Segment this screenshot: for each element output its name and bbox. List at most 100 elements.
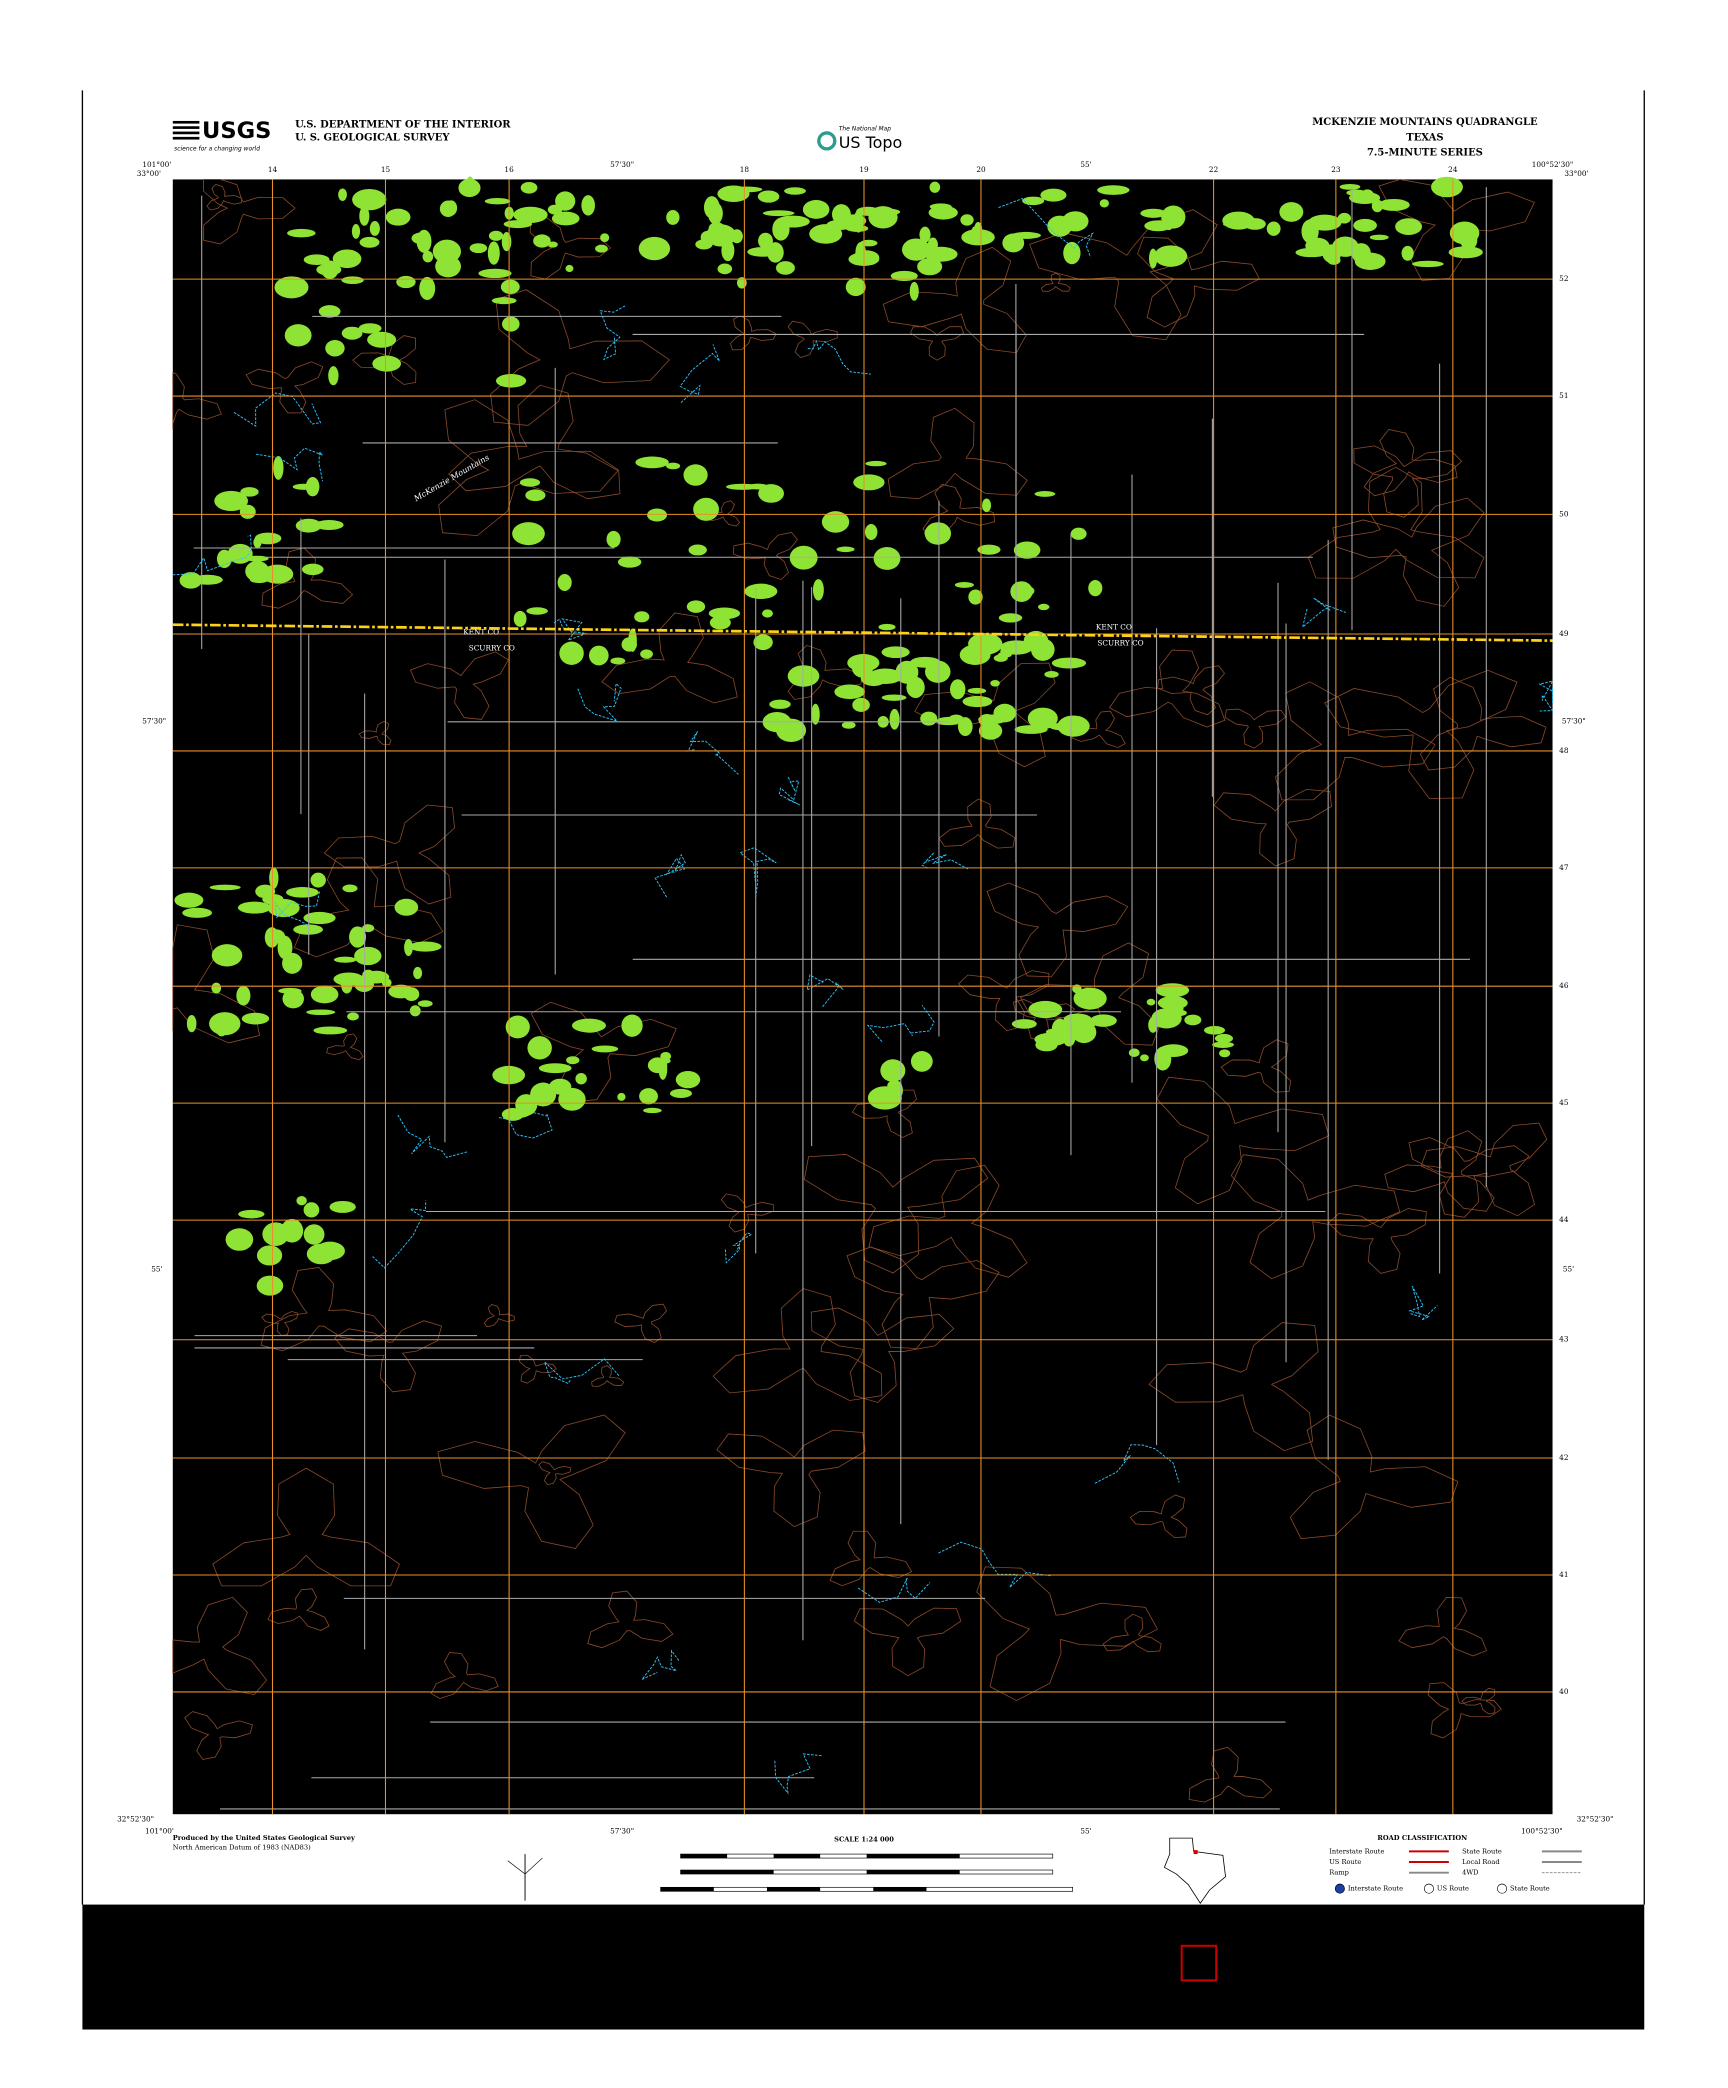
woodland [762,609,773,618]
woodland [413,966,423,980]
woodland [617,556,642,568]
woodland [853,474,885,491]
woodland [982,498,992,513]
woodland [214,490,249,512]
woodland [1011,231,1041,239]
woodland [1044,671,1059,678]
map-label: KENT CO [463,628,499,637]
woodland [757,190,780,203]
shield-label: Interstate Route [1348,1885,1403,1893]
woodland [273,456,284,480]
woodland [501,232,512,252]
woodland [411,232,431,245]
contour [430,1652,499,1700]
woodland [1377,198,1410,211]
woodland [278,987,302,994]
contour [530,1001,677,1103]
woodland [1337,212,1352,224]
shield [1334,1883,1345,1894]
datum: North American Datum of 1983 (NAD83) [173,1843,311,1851]
woodland [548,1078,572,1095]
woodland [978,721,1003,740]
county-line [172,623,1553,642]
coordinate: 101°00' [145,1826,174,1835]
scale-title: SCALE 1:24 000 [834,1835,894,1843]
woodland [967,687,987,694]
woodland [1412,260,1444,268]
woodland [961,229,995,246]
woodland [954,582,974,588]
woodland [853,210,864,233]
contour [1427,1682,1502,1739]
woodland [466,176,475,196]
woodland [1146,998,1156,1006]
contour [323,804,456,905]
woodland [211,944,243,967]
contour [438,399,619,537]
woodland [1154,1046,1172,1071]
woodland [628,628,637,652]
stream [552,618,587,642]
woodland [581,195,595,216]
north-arrow [507,1854,543,1901]
woodland [310,872,326,888]
coordinate: 32°52'30" [117,1815,154,1824]
woodland [354,946,382,966]
woodland [978,714,1007,725]
woodland [333,956,357,963]
woodland [484,198,511,205]
grid-label: 48 [1559,746,1569,755]
woodland [762,210,795,217]
woodland [253,536,262,548]
woodland [1353,218,1377,232]
contour [829,1530,913,1587]
woodland [302,563,324,576]
woodland [910,1051,933,1072]
woodland [1301,219,1319,244]
woodland [314,519,344,531]
grid-label: 22 [1209,165,1218,174]
woodland [826,219,853,231]
woodland [1371,199,1383,213]
woodland [236,985,251,1006]
woodland [372,355,402,372]
woodland [341,326,363,340]
woodland [772,217,790,241]
logo-tagline: science for a changing world [174,145,260,152]
woodland [776,718,807,743]
woodland [925,660,951,683]
woodland [802,200,830,219]
stream [687,731,739,775]
woodland [513,206,548,224]
grid-label: 41 [1559,1570,1568,1579]
woodland [394,898,419,916]
contour [1213,788,1332,867]
contour [938,798,1016,849]
woodland [269,867,279,889]
contour [922,483,996,537]
woodland [295,518,322,533]
woodland [864,524,878,541]
agency: U.S. DEPARTMENT OF THE INTERIOR [295,119,511,130]
contour [483,1304,515,1328]
woodland [318,305,341,318]
stream [372,1200,427,1269]
contour [986,882,1129,978]
woodland [880,1059,906,1082]
woodland [174,892,204,908]
woodland [1448,246,1483,259]
woodland [811,703,820,725]
woodland [588,645,609,666]
scale-bars [660,1853,1074,1892]
woodland [1212,1041,1234,1048]
woodland [256,1275,284,1296]
woodland [595,244,608,253]
woodland [1401,245,1414,261]
stream [397,1114,468,1158]
woodland [708,607,741,620]
woodland [1010,581,1033,602]
woodland [919,226,931,243]
woodland [445,200,458,216]
woodland [717,263,733,275]
grid-label: 20 [976,165,986,174]
